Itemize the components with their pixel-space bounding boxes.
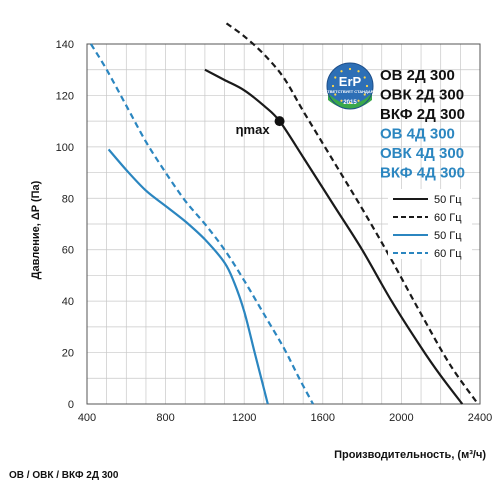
series-line-3 bbox=[107, 148, 269, 405]
legend-label: 60 Гц bbox=[434, 212, 462, 224]
badge-star bbox=[348, 101, 352, 105]
eta-max-label: ηmax bbox=[236, 122, 271, 137]
legend-background bbox=[388, 189, 472, 259]
x-tick-label: 800 bbox=[156, 412, 174, 424]
x-axis-title: Производительность, (м³/ч) bbox=[334, 449, 486, 461]
x-tick-label: 1200 bbox=[232, 412, 256, 424]
y-tick-label: 80 bbox=[62, 193, 74, 205]
badge-year: 2015 bbox=[343, 100, 357, 106]
badge-star bbox=[365, 84, 369, 88]
annotations: ηmax bbox=[236, 116, 285, 137]
eta-max-point bbox=[274, 116, 285, 127]
badge-star bbox=[340, 70, 343, 73]
footer-model-label: ОВ / ОВК / ВКФ 2Д 300 bbox=[9, 470, 119, 481]
model-name: ВКФ 4Д 300 bbox=[380, 165, 465, 182]
badge-star bbox=[357, 99, 360, 102]
model-name: ОВ 4Д 300 bbox=[380, 126, 455, 143]
badge-star bbox=[334, 93, 337, 96]
legend-label: 60 Гц bbox=[434, 248, 462, 260]
legend-label: 50 Гц bbox=[434, 194, 462, 206]
series-line-4 bbox=[89, 43, 314, 405]
badge-star bbox=[331, 84, 335, 88]
plot-frame bbox=[86, 43, 481, 405]
badge-star bbox=[348, 67, 352, 71]
badge-star bbox=[357, 70, 360, 73]
series-lines bbox=[89, 22, 479, 405]
model-name: ОВК 2Д 300 bbox=[380, 87, 464, 104]
y-axis-title: Давление, ΔP (Па) bbox=[30, 180, 42, 279]
x-tick-label: 2000 bbox=[389, 412, 413, 424]
badge-circle bbox=[327, 63, 373, 109]
erp-badge: ErP СООТВЕТСТВУЕТ СТАНДАРТАМ 2015 bbox=[318, 62, 382, 110]
model-list: ОВ 2Д 300 ОВК 2Д 300 ВКФ 2Д 300 ОВ 4Д 300 ОВ… bbox=[380, 67, 465, 182]
y-tick-label: 40 bbox=[62, 296, 74, 308]
model-name: ВКФ 2Д 300 bbox=[380, 106, 465, 123]
model-name: ОВ 2Д 300 bbox=[380, 67, 455, 84]
model-name: ОВК 4Д 300 bbox=[380, 145, 464, 162]
badge-star bbox=[334, 76, 337, 79]
y-tick-label: 120 bbox=[56, 90, 74, 102]
y-tick-label: 0 bbox=[68, 399, 74, 411]
badge-star bbox=[363, 93, 366, 96]
badge-star bbox=[363, 76, 366, 79]
badge-leaf bbox=[328, 93, 372, 109]
legend-label: 50 Гц bbox=[434, 230, 462, 242]
y-tick-label: 100 bbox=[56, 142, 74, 154]
y-tick-label: 60 bbox=[62, 245, 74, 257]
x-tick-label: 400 bbox=[78, 412, 96, 424]
badge-subtitle: СООТВЕТСТВУЕТ СТАНДАРТАМ bbox=[318, 89, 382, 94]
badge-stars bbox=[331, 67, 369, 105]
badge-star bbox=[340, 99, 343, 102]
x-tick-label: 1600 bbox=[311, 412, 335, 424]
badge-ring bbox=[326, 62, 374, 110]
y-tick-label: 140 bbox=[56, 39, 74, 51]
x-tick-labels: 400 800 1200 1600 2000 2400 bbox=[78, 412, 492, 424]
badge-title: ErP bbox=[339, 74, 362, 89]
legend: 50 Гц 60 Гц 50 Гц 60 Гц bbox=[388, 189, 472, 260]
y-tick-label: 20 bbox=[62, 348, 74, 360]
x-tick-label: 2400 bbox=[468, 412, 492, 424]
series-line-2 bbox=[225, 22, 479, 405]
series-line-1 bbox=[204, 68, 464, 405]
y-tick-labels: 0 20 40 60 80 100 120 140 bbox=[56, 39, 74, 411]
